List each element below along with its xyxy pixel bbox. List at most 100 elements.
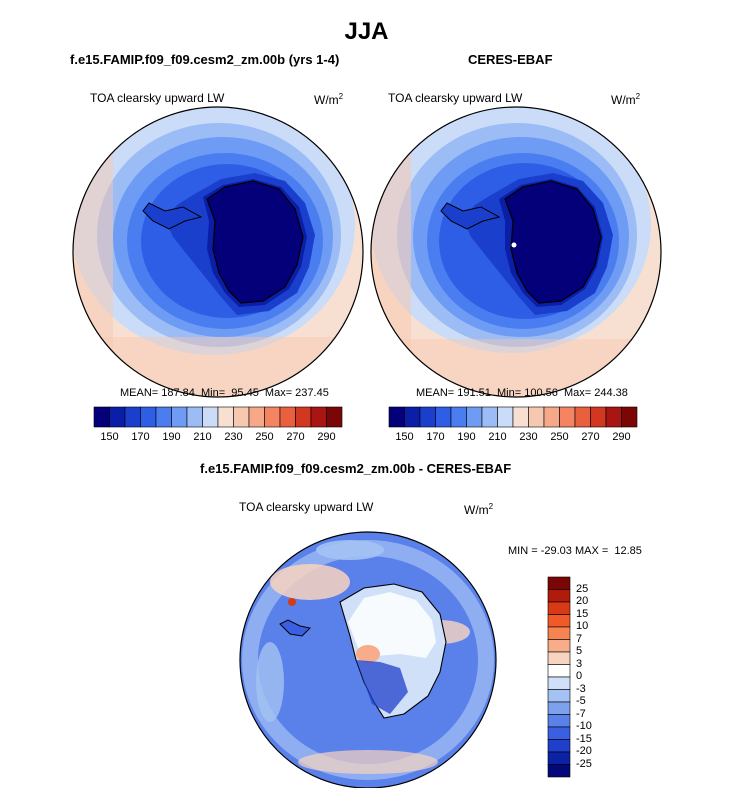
panel1-colorbar-box xyxy=(295,406,312,428)
panel2-colorbar-tick-label: 230 xyxy=(519,431,538,443)
panel2-colorbar-box xyxy=(435,406,452,428)
panel2-colorbar-box xyxy=(590,406,607,428)
panel3-peak-anomaly xyxy=(288,598,296,606)
panel3-positive-anomaly-pole xyxy=(356,645,380,663)
panel3-colorbar-tick-label: -25 xyxy=(576,757,592,770)
panel3-colorbar-box xyxy=(547,751,571,765)
panel2-map-border xyxy=(370,106,662,398)
panel2-colorbar-box xyxy=(559,406,576,428)
panel3-colorbar-box xyxy=(547,664,571,678)
panel2-polar-map xyxy=(370,106,662,398)
panel3-polar-map xyxy=(239,531,497,788)
panel1-colorbar-tick-label: 270 xyxy=(286,431,305,443)
panel1-units: W/m2 xyxy=(314,92,344,107)
panel2-colorbar-box xyxy=(528,406,545,428)
panel1-peninsula xyxy=(142,202,203,230)
panel3-colorbar-tick-label: -15 xyxy=(576,732,592,745)
panel2-pole-point xyxy=(511,242,517,248)
panel3-colorbar-box xyxy=(547,726,571,740)
panel3-title: f.e15.FAMIP.f09_f09.cesm2_zm.00b - CERES… xyxy=(200,461,512,476)
panel1-colorbar-tick-label: 210 xyxy=(193,431,212,443)
panel2-colorbar-tick-label: 170 xyxy=(426,431,445,443)
panel2-colorbar-box xyxy=(419,406,436,428)
panel2-colorbar-tick-label: 290 xyxy=(612,431,631,443)
panel1-colorbar-tick-label: 250 xyxy=(255,431,274,443)
panel3-colorbar-box xyxy=(547,651,571,665)
panel1-colorbar-box xyxy=(93,406,110,428)
panel2-title: CERES-EBAF xyxy=(468,52,553,67)
panel1-colorbar-box xyxy=(248,406,265,428)
panel1-colorbar-box xyxy=(140,406,157,428)
panel3-colorbar-box xyxy=(547,589,571,603)
panel2-colorbar-box xyxy=(621,406,638,428)
panel1-colorbar-box xyxy=(155,406,172,428)
panel3-positive-anomaly-north xyxy=(270,564,350,600)
panel3-colorbar-tick-label: 3 xyxy=(576,657,583,670)
panel2-colorbar-box xyxy=(605,406,622,428)
panel1-colorbar-box xyxy=(279,406,296,428)
panel1-colorbar-tick-label: 230 xyxy=(224,431,243,443)
panel1-colorbar-tick-label: 170 xyxy=(131,431,150,443)
panel1-colorbar-tick-label: 190 xyxy=(162,431,181,443)
panel2-units: W/m2 xyxy=(611,92,641,107)
figure-title: JJA xyxy=(344,18,389,45)
panel2-colorbar-box xyxy=(574,406,591,428)
panel1-colorbar-box xyxy=(171,406,188,428)
panel2-colorbar-box xyxy=(404,406,421,428)
panel3-colorbar-box xyxy=(547,576,571,590)
panel3-units: W/m2 xyxy=(464,502,494,517)
panel2-variable-label: TOA clearsky upward LW xyxy=(388,91,523,105)
panel3-colorbar-box xyxy=(547,676,571,690)
panel2-peninsula xyxy=(440,202,501,230)
panel3-colorbar-box xyxy=(547,701,571,715)
panel2-colorbar-tick-label: 150 xyxy=(395,431,414,443)
panel3-colorbar-tick-label: 5 xyxy=(576,645,583,657)
panel3-colorbar-box xyxy=(547,626,571,640)
panel3-colorbar-tick-label: 20 xyxy=(576,595,589,607)
panel2-colorbar-box xyxy=(481,406,498,428)
panel3-stats: MIN = -29.03 MAX = 12.85 xyxy=(508,545,642,557)
panel3-colorbar-tick-label: 10 xyxy=(576,620,589,632)
panel3-colorbar-tick-label: -10 xyxy=(576,720,592,732)
panel1-colorbar-box xyxy=(202,406,219,428)
panel3-colorbar-box xyxy=(547,689,571,703)
panel2-colorbar-box xyxy=(388,406,405,428)
panel2-colorbar-box xyxy=(543,406,560,428)
panel3-colorbar-box xyxy=(547,639,571,653)
panel3-colorbar-tick-label: 7 xyxy=(576,632,583,645)
panel3-colorbar-tick-label: 25 xyxy=(576,582,589,595)
panel3-colorbar-tick-label: -5 xyxy=(576,695,586,707)
panel3-colorbar-tick-label: 15 xyxy=(576,607,589,620)
panel1-colorbar-tick-label: 150 xyxy=(100,431,119,443)
panel2-colorbar-tick-label: 210 xyxy=(488,431,507,443)
panel2-colorbar-tick-label: 250 xyxy=(550,431,569,443)
panel1-colorbar-box xyxy=(326,406,343,428)
panel3-colorbar-box xyxy=(547,614,571,628)
panel1-stats: MEAN= 187.84 Min= 95.45 Max= 237.45 xyxy=(120,387,329,399)
panel2-colorbar xyxy=(388,406,638,428)
panel3-colorbar-box xyxy=(547,739,571,753)
panel3-colorbar-box xyxy=(547,601,571,615)
panel3-colorbar-box xyxy=(547,714,571,728)
panel2-colorbar-box xyxy=(466,406,483,428)
panel3-colorbar-tick-label: -20 xyxy=(576,745,592,757)
panel1-variable-label: TOA clearsky upward LW xyxy=(90,91,225,105)
panel3-colorbar-box xyxy=(547,764,571,778)
panel2-colorbar-tick-label: 190 xyxy=(457,431,476,443)
panel3-colorbar-tick-label: -3 xyxy=(576,682,586,695)
panel1-colorbar-box xyxy=(124,406,141,428)
panel2-colorbar-tick-label: 270 xyxy=(581,431,600,443)
panel2-antarctica-coastline xyxy=(504,180,602,304)
panel1-colorbar-tick-label: 290 xyxy=(317,431,336,443)
panel3-colorbar-tick-label: 0 xyxy=(576,670,583,682)
panel3-variable-label: TOA clearsky upward LW xyxy=(239,500,374,514)
panel2-colorbar-box xyxy=(497,406,514,428)
panel1-map-border xyxy=(72,106,364,398)
panel1-colorbar-box xyxy=(217,406,234,428)
panel1-colorbar xyxy=(93,406,343,428)
panel2-colorbar-box xyxy=(450,406,467,428)
panel1-colorbar-box xyxy=(310,406,327,428)
panel2-stats: MEAN= 191.51 Min= 100.56 Max= 244.38 xyxy=(416,387,628,399)
panel1-colorbar-box xyxy=(233,406,250,428)
panel2-colorbar-box xyxy=(512,406,529,428)
